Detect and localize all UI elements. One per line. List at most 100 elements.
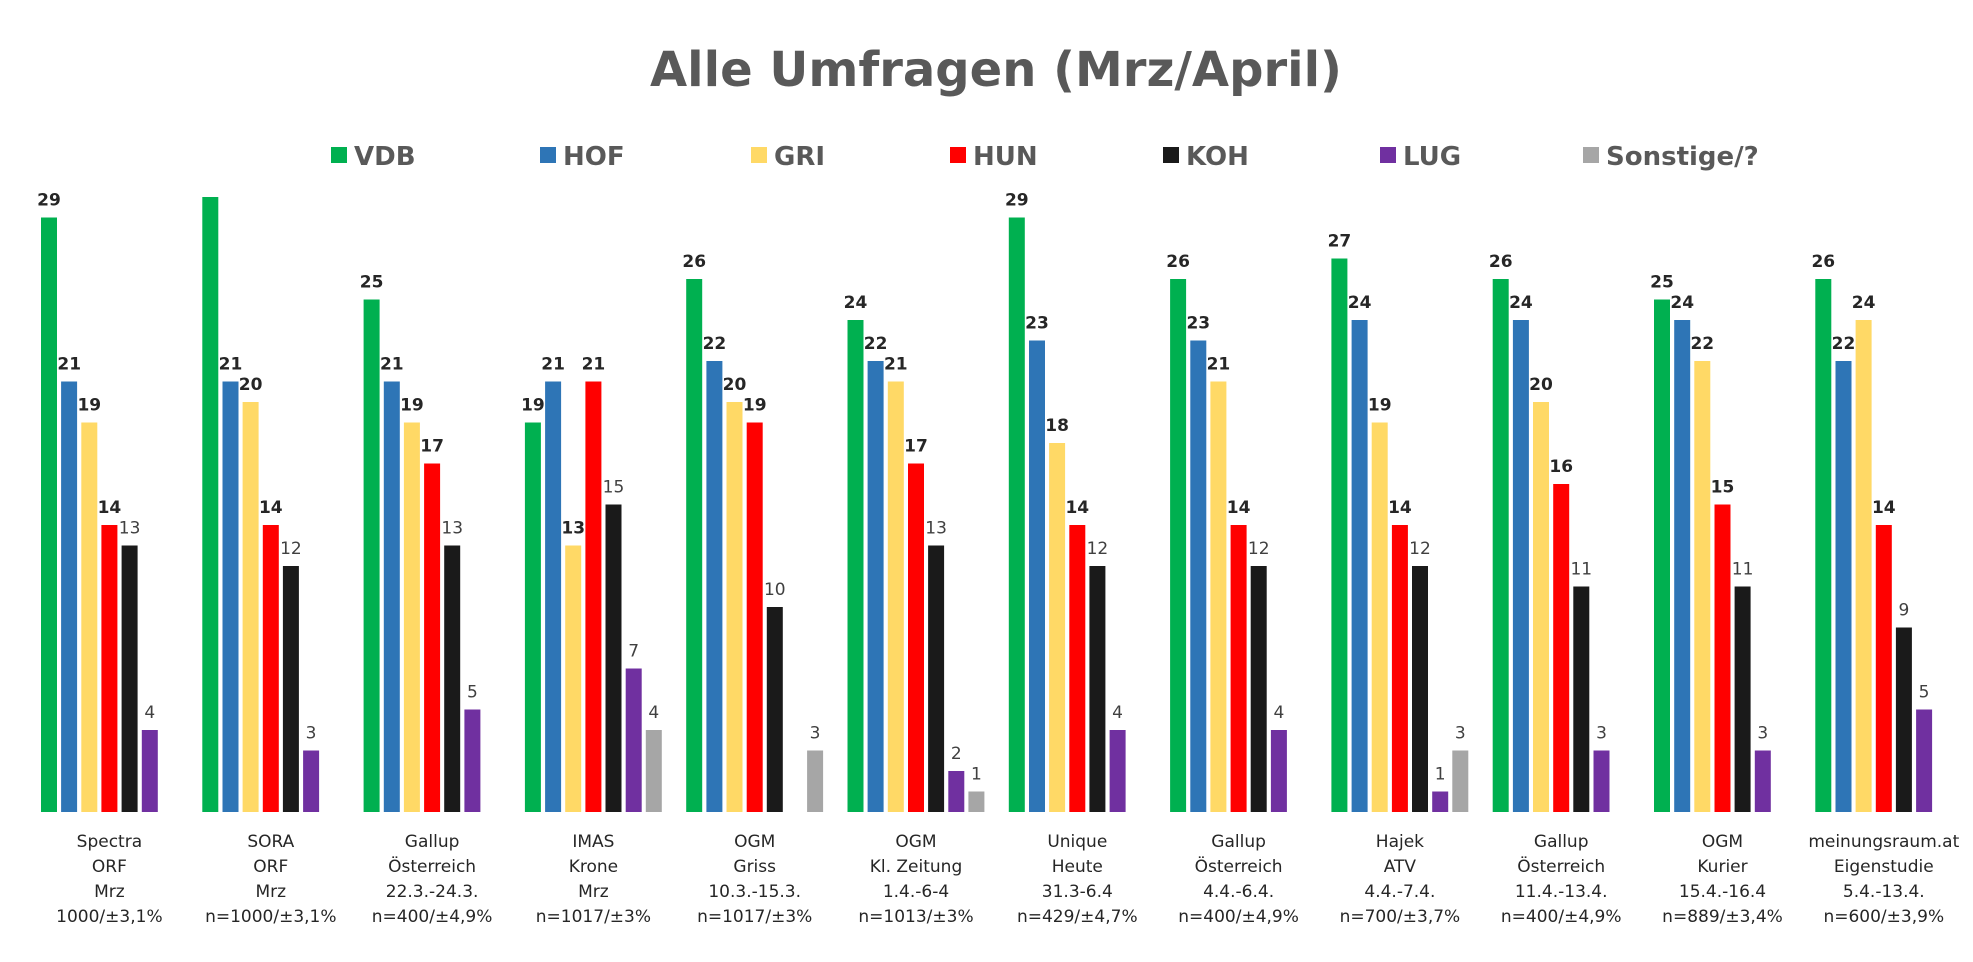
data-label: 26 — [682, 252, 706, 272]
data-label: 21 — [582, 355, 606, 375]
category-label: Unique Heute 31.3-6.4 n=429/±4,7% — [1017, 832, 1138, 927]
bar — [1371, 422, 1388, 812]
legend-item-hof: HOF — [540, 142, 625, 172]
category-line: Mrz — [256, 882, 287, 902]
data-label: 19 — [77, 396, 101, 416]
data-label: 12 — [1248, 539, 1270, 559]
data-label: 3 — [1455, 724, 1466, 744]
data-label: 4 — [1112, 703, 1123, 723]
data-label: 1 — [971, 765, 982, 785]
legend-item-sonstige: Sonstige/? — [1583, 142, 1759, 172]
bar — [1654, 299, 1670, 812]
data-label: 24 — [1670, 293, 1694, 313]
data-label: 4 — [648, 703, 659, 723]
data-label: 25 — [1650, 273, 1674, 293]
data-label: 19 — [1368, 396, 1392, 416]
data-label: 16 — [1549, 457, 1573, 477]
bar — [1734, 586, 1751, 812]
bar — [1049, 443, 1066, 812]
bar — [41, 217, 57, 812]
category-label: Gallup Österreich 11.4.-13.4. n=400/±4,9% — [1501, 832, 1622, 927]
bar — [403, 422, 420, 812]
data-label: 13 — [561, 519, 585, 539]
category-line: n=1000/±3,1% — [205, 907, 336, 927]
data-label: 13 — [925, 519, 947, 539]
data-label: 19 — [400, 396, 424, 416]
bar — [1109, 730, 1126, 812]
data-label: 15 — [1711, 478, 1735, 498]
category-line: Krone — [569, 857, 618, 877]
category-labels: Spectra ORF Mrz 1000/±3,1% SORA ORF Mrz n=1000/… — [56, 832, 1959, 927]
data-label: 13 — [119, 519, 141, 539]
data-label: 29 — [1005, 191, 1029, 211]
bar-group: 29 23 18 14 12 4 — [1005, 191, 1126, 812]
category-line: 4.4.-6.4. — [1203, 882, 1274, 902]
legend-item-koh: KOH — [1163, 142, 1249, 172]
legend-label: HOF — [563, 142, 625, 172]
data-label: 26 — [1166, 252, 1190, 272]
data-label: 12 — [1087, 539, 1109, 559]
bar — [1533, 402, 1549, 812]
category-line: 10.3.-15.3. — [708, 882, 801, 902]
category-line: Kl. Zeitung — [870, 857, 963, 877]
category-line: IMAS — [572, 832, 614, 852]
category-line: Mrz — [578, 882, 609, 902]
bar — [282, 566, 299, 812]
category-line: n=400/±4,9% — [1501, 907, 1622, 927]
bar — [1895, 627, 1912, 812]
bar — [1916, 709, 1933, 812]
bar — [121, 545, 138, 812]
legend-label: GRI — [774, 142, 825, 172]
category-line: OGM — [1702, 832, 1743, 852]
category-line: Österreich — [388, 855, 476, 877]
data-label: 26 — [1811, 252, 1835, 272]
category-line: 5.4.-13.4. — [1843, 882, 1925, 902]
bar — [383, 381, 400, 812]
bar — [948, 771, 965, 812]
data-label: 18 — [1045, 416, 1069, 436]
bar — [766, 607, 783, 812]
bar-group: 26 22 24 14 9 5 — [1811, 252, 1933, 812]
data-label: 13 — [441, 519, 463, 539]
data-label: 21 — [380, 355, 404, 375]
category-line: OGM — [734, 832, 775, 852]
category-label: Hajek ATV 4.4.-7.4. n=700/±3,7% — [1340, 832, 1461, 927]
category-line: n=400/±4,9% — [372, 907, 493, 927]
category-line: n=700/±3,7% — [1340, 907, 1461, 927]
data-label: 25 — [360, 273, 384, 293]
bar — [1674, 320, 1691, 812]
category-line: meinungsraum.at — [1808, 832, 1959, 852]
data-label: 21 — [884, 355, 908, 375]
legend-label: Sonstige/? — [1606, 142, 1759, 172]
bar — [141, 730, 158, 812]
bar — [928, 545, 945, 812]
category-line: Griss — [733, 857, 776, 877]
data-label: 1 — [1435, 765, 1446, 785]
bar-group: 26 23 21 14 12 4 — [1166, 252, 1287, 812]
data-label: 3 — [1757, 724, 1768, 744]
category-line: Spectra — [77, 832, 142, 852]
bar — [1694, 361, 1711, 812]
bar-group: 19 21 13 21 15 7 4 — [521, 355, 662, 812]
category-line: n=1017/±3% — [697, 907, 812, 927]
category-label: OGM Kl. Zeitung 1.4.-6-4 n=1013/±3% — [858, 832, 973, 927]
data-label: 14 — [1227, 498, 1251, 518]
data-label: 19 — [743, 396, 767, 416]
bar — [303, 750, 320, 812]
bar — [746, 422, 763, 812]
data-label: 14 — [1065, 498, 1089, 518]
bar — [565, 545, 582, 812]
bar — [424, 463, 441, 812]
category-line: SORA — [247, 832, 294, 852]
category-line: Kurier — [1697, 857, 1747, 877]
data-label: 7 — [628, 642, 639, 662]
data-label: 20 — [723, 375, 747, 395]
category-label: Spectra ORF Mrz 1000/±3,1% — [56, 832, 162, 927]
data-label: 9 — [1898, 601, 1909, 621]
data-label: 5 — [1919, 683, 1930, 703]
bar — [1089, 566, 1106, 812]
